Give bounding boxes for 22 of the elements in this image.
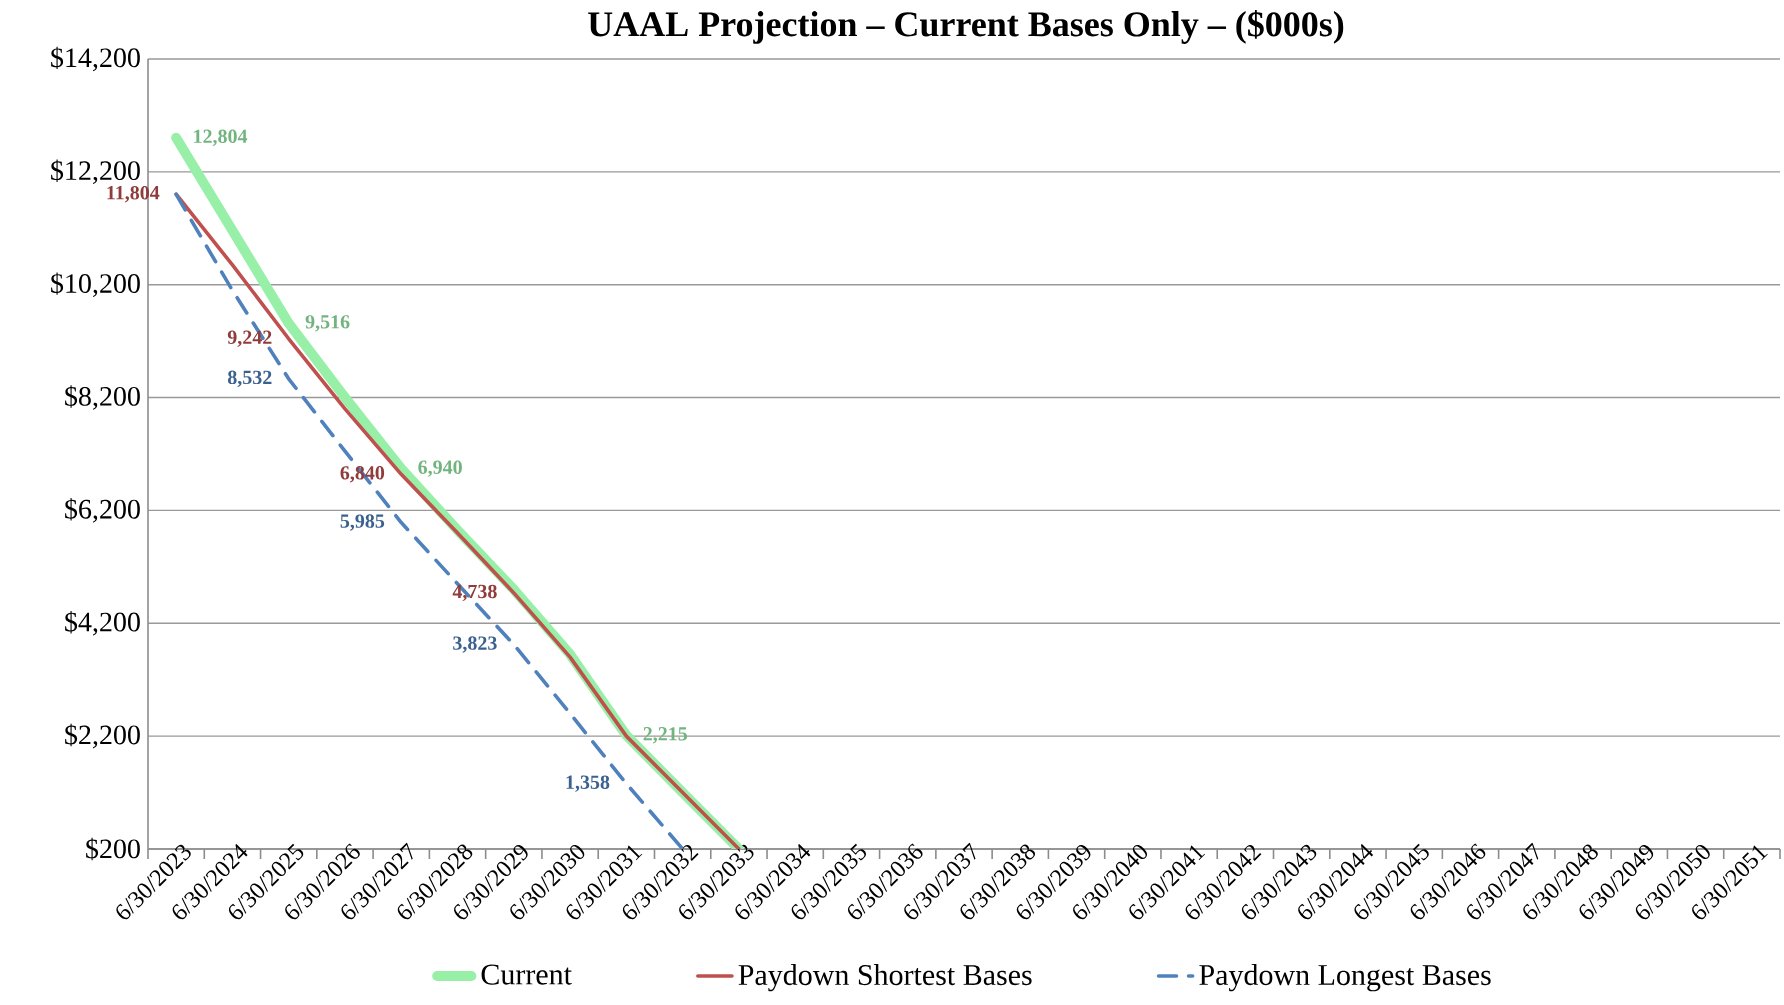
y-tick-label: $2,200: [65, 723, 140, 749]
legend-label: Current: [481, 964, 572, 985]
y-tick-label: $10,200: [51, 272, 140, 297]
data-label: 2,215: [643, 727, 688, 744]
data-label: 6,940: [418, 460, 462, 477]
data-label: 9,516: [305, 315, 350, 332]
legend-label: Paydown Longest Bases: [1199, 964, 1491, 992]
data-label: 9,242: [227, 330, 272, 347]
y-tick-label: $4,200: [65, 610, 140, 636]
chart-title: UAAL Projection – Current Bases Only – ($000s): [588, 10, 1344, 44]
legend-label: Paydown Shortest Bases: [738, 964, 1032, 992]
data-label: 5,985: [340, 514, 385, 531]
y-tick-label: $12,200: [51, 159, 140, 185]
data-label: 12,804: [194, 129, 248, 146]
data-label: 11,804: [107, 185, 160, 203]
y-tick-label: $6,200: [65, 498, 140, 523]
data-label: 8,532: [227, 370, 272, 388]
y-tick-label: $14,200: [51, 46, 140, 72]
data-label: 3,823: [453, 636, 497, 653]
data-label: 1,358: [566, 775, 610, 792]
y-tick-label: $8,200: [65, 385, 140, 410]
data-label: 4,738: [452, 584, 497, 602]
